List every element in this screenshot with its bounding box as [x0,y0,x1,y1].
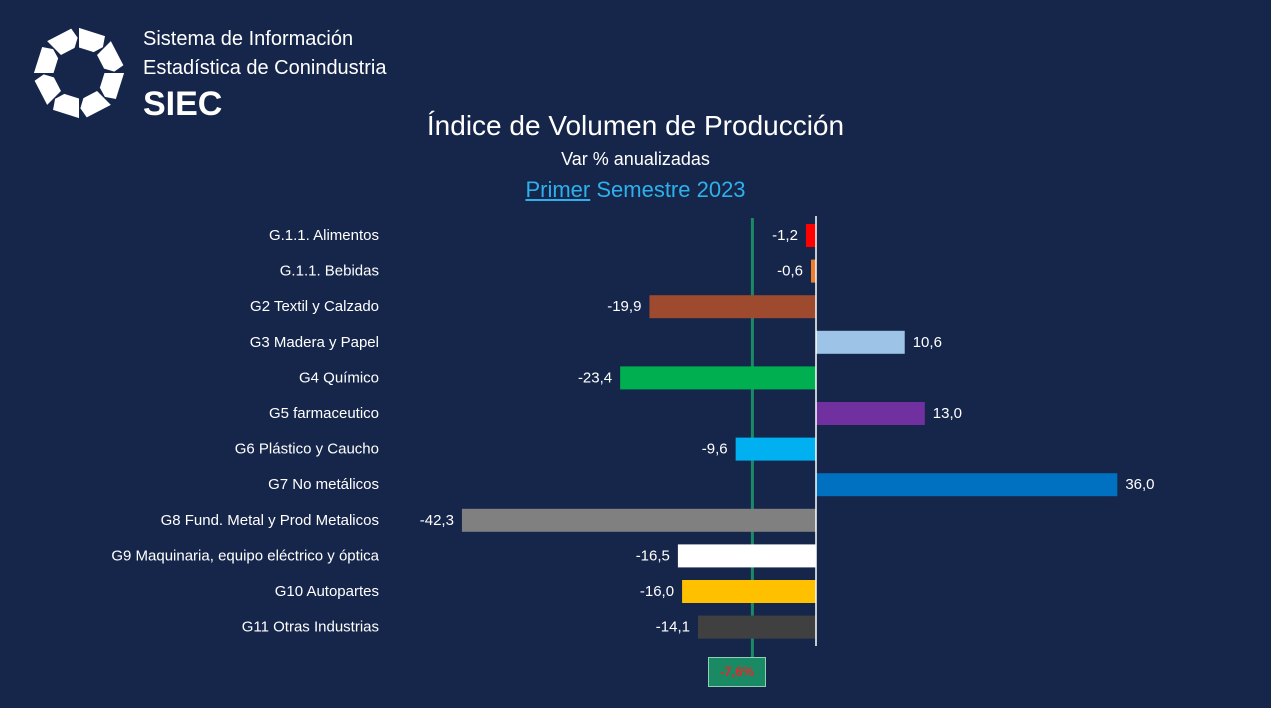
value-label: -1,2 [772,227,798,244]
chart-period: Primer Semestre 2023 [0,175,1271,205]
category-label: G2 Textil y Calzado [250,298,379,315]
period-rest: Semestre 2023 [590,177,746,202]
logo-segment [33,47,59,73]
bar [649,295,816,319]
category-label: G7 No metálicos [268,476,379,493]
brand-name-line1: Sistema de Información [143,28,354,50]
value-label: 36,0 [1125,476,1154,493]
category-label: G9 Maquinaria, equipo eléctrico y óptica [111,547,379,564]
category-label: G4 Químico [299,369,379,386]
value-label: -42,3 [420,512,454,529]
bar [816,473,1118,497]
category-label: G10 Autopartes [275,583,379,600]
bar [682,580,816,603]
value-label: -16,5 [636,547,670,564]
category-label: G8 Fund. Metal y Prod Metalicos [161,512,379,529]
bar [620,366,816,390]
bar [461,508,816,532]
bar [805,224,816,247]
value-label: -19,9 [607,298,641,315]
logo-segment [80,91,111,118]
category-label: G5 farmaceutico [269,405,379,422]
brand-acronym: SIEC [143,85,223,123]
bar [810,259,816,283]
logo-segment [99,73,125,99]
period-primer-link[interactable]: Primer [525,177,591,202]
value-label: -9,6 [702,441,728,458]
siec-logo-icon [33,27,125,119]
value-label: 10,6 [913,334,942,351]
logo-segment [34,74,61,105]
chart-subtitle: Var % anualizadas [561,149,710,169]
value-label: -16,0 [640,583,674,600]
bar [697,615,816,639]
logo-segment [79,27,105,53]
logo-segment [53,93,79,119]
average-value-badge: -7,6% [708,657,766,687]
bar [735,437,816,461]
bar [816,330,905,354]
value-label: -14,1 [656,619,690,636]
category-label: G6 Plástico y Caucho [235,441,379,458]
brand-name-line2: Estadística de Conindustria [143,57,387,79]
chart-title: Índice de Volumen de Producción [426,110,845,141]
category-label: G11 Otras Industrias [242,619,379,636]
category-label: G3 Madera y Papel [250,334,379,351]
logo-segment [47,28,78,55]
value-label: 13,0 [933,405,962,422]
bar [677,544,816,568]
value-label: -0,6 [777,263,803,280]
bar [816,402,925,425]
category-label: G.1.1. Bebidas [280,263,379,280]
category-label: G.1.1. Alimentos [269,227,379,244]
value-label: -23,4 [578,369,612,386]
logo-segment [97,41,124,72]
